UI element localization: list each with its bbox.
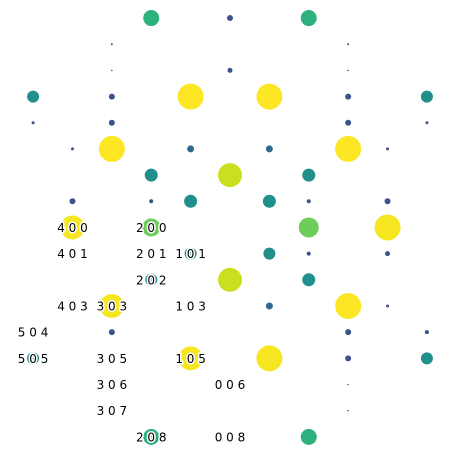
point: [265, 145, 273, 153]
point: [384, 198, 391, 205]
point: [256, 345, 283, 372]
annotation: 1 0 5: [175, 352, 206, 366]
point: [227, 15, 233, 22]
annotation: 2 0 2: [136, 273, 167, 287]
annotation: 3 0 7: [97, 404, 128, 418]
point: [27, 352, 40, 365]
point: [108, 329, 115, 336]
annotation: 2 0 0: [136, 221, 167, 235]
point: [143, 428, 160, 445]
point: [300, 428, 317, 445]
point: [345, 93, 352, 100]
point: [335, 292, 362, 319]
annotation: 3 0 6: [97, 378, 128, 392]
point: [111, 69, 113, 72]
point: [345, 355, 352, 362]
point: [306, 251, 311, 256]
annotation: 4 0 3: [57, 299, 88, 313]
point: [420, 90, 433, 103]
point: [110, 43, 113, 46]
point: [143, 10, 160, 27]
point: [298, 217, 319, 238]
point: [218, 267, 242, 292]
point: [306, 199, 311, 204]
annotation: 3 0 3: [97, 299, 128, 313]
point: [142, 218, 161, 237]
annotation: 1 0 1: [175, 247, 206, 261]
point: [256, 83, 283, 110]
point: [347, 69, 349, 72]
point: [60, 215, 85, 240]
point: [98, 135, 125, 162]
annotation: 0 0 6: [215, 378, 246, 392]
point: [386, 304, 390, 308]
point: [149, 199, 154, 204]
point: [184, 194, 198, 208]
annotation: 2 0 1: [136, 247, 167, 261]
point: [345, 329, 352, 336]
point: [265, 302, 273, 310]
point: [184, 247, 197, 260]
point: [374, 214, 401, 241]
point: [31, 121, 35, 125]
point: [386, 147, 390, 151]
annotation: 5 0 5: [18, 352, 49, 366]
point: [108, 119, 115, 126]
annotation: 0 0 8: [215, 430, 246, 444]
annotation: 3 0 5: [97, 352, 128, 366]
point: [347, 383, 349, 386]
point: [187, 145, 195, 153]
point: [99, 293, 124, 318]
point: [425, 121, 429, 125]
point: [70, 147, 74, 151]
point: [69, 198, 76, 205]
point: [227, 67, 233, 73]
annotation: 4 0 1: [57, 247, 88, 261]
point: [302, 168, 316, 182]
point: [347, 43, 350, 46]
point: [300, 10, 317, 27]
annotation: 5 0 4: [18, 326, 49, 340]
point: [263, 247, 276, 260]
point: [145, 273, 158, 286]
point: [27, 90, 40, 103]
annotation: 4 0 0: [57, 221, 88, 235]
point: [302, 273, 316, 287]
point: [144, 168, 158, 182]
point: [345, 119, 352, 126]
point: [177, 83, 204, 110]
point: [218, 163, 242, 188]
annotation: 1 0 3: [175, 299, 206, 313]
point: [178, 346, 203, 371]
point: [335, 135, 362, 162]
point: [424, 330, 429, 335]
point: [420, 352, 433, 365]
point: [347, 409, 349, 412]
point: [108, 93, 115, 100]
annotation: 2 0 8: [136, 430, 167, 444]
point: [385, 251, 391, 257]
point: [262, 194, 276, 208]
